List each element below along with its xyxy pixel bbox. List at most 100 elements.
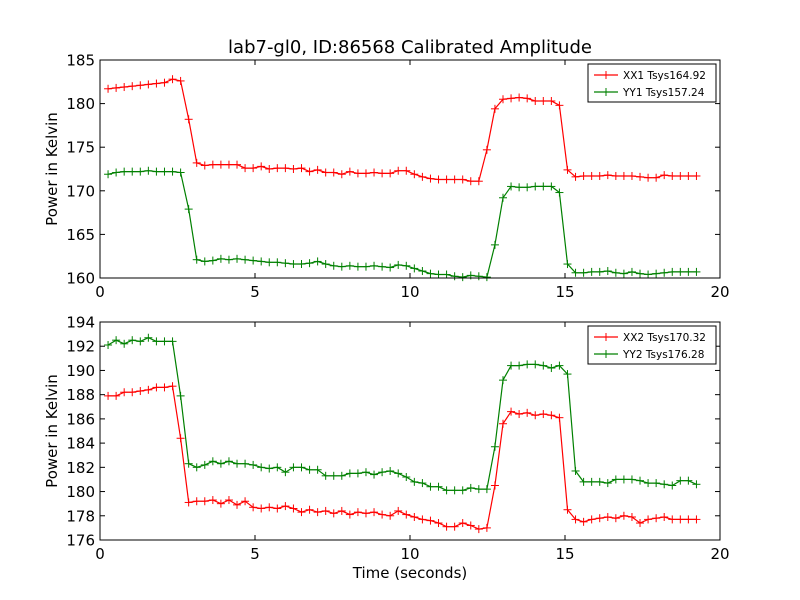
data-point xyxy=(136,167,145,176)
data-point xyxy=(337,170,346,179)
data-point xyxy=(418,479,427,488)
data-point xyxy=(168,382,177,391)
data-point xyxy=(426,516,435,525)
data-point xyxy=(136,337,145,346)
y-tick-label: 184 xyxy=(66,435,95,453)
data-point xyxy=(120,388,129,397)
data-point xyxy=(241,459,250,468)
data-point xyxy=(257,162,266,171)
data-point xyxy=(539,361,548,370)
data-point xyxy=(313,257,322,266)
data-point xyxy=(531,411,540,420)
data-point xyxy=(152,383,161,392)
data-point xyxy=(378,169,387,178)
data-point xyxy=(200,460,209,469)
y-tick-label: 180 xyxy=(66,483,95,501)
data-point xyxy=(627,267,636,276)
data-point xyxy=(644,173,653,182)
data-point xyxy=(611,475,620,484)
data-point xyxy=(394,260,403,269)
data-point xyxy=(313,508,322,517)
data-point xyxy=(329,261,338,270)
data-point xyxy=(241,164,250,173)
data-point xyxy=(378,510,387,519)
data-point xyxy=(426,482,435,491)
data-point xyxy=(394,469,403,478)
data-point xyxy=(160,78,169,87)
plot-area xyxy=(99,59,721,279)
data-point xyxy=(216,499,225,508)
data-point xyxy=(128,167,137,176)
data-point xyxy=(636,172,645,181)
data-point xyxy=(611,268,620,277)
data-point xyxy=(587,171,596,180)
data-point xyxy=(515,361,524,370)
data-point xyxy=(579,517,588,526)
data-point xyxy=(192,158,201,167)
data-point xyxy=(499,376,507,385)
series-xx1 xyxy=(104,75,701,186)
x-axis-label: Time (seconds) xyxy=(352,564,468,582)
data-point xyxy=(273,463,282,472)
data-point xyxy=(192,463,201,472)
data-point xyxy=(547,96,556,105)
legend-label: YY2 Tsys176.28 xyxy=(622,349,704,361)
data-point xyxy=(104,84,113,93)
data-point xyxy=(200,497,209,506)
data-point xyxy=(370,168,379,177)
y-tick-label: 160 xyxy=(66,270,95,288)
plot-area xyxy=(99,321,721,541)
data-point xyxy=(660,512,669,521)
data-point xyxy=(321,471,330,480)
data-point xyxy=(595,171,604,180)
data-point xyxy=(402,473,411,482)
x-tick-label: 20 xyxy=(710,545,729,563)
data-point xyxy=(523,408,532,417)
data-point xyxy=(458,175,467,184)
chart-title: lab7-gl0, ID:86568 Calibrated Amplitude xyxy=(228,37,592,58)
data-point xyxy=(136,81,145,90)
x-tick-label: 15 xyxy=(555,545,574,563)
data-point xyxy=(281,468,290,477)
data-point xyxy=(652,514,661,523)
data-point xyxy=(636,476,645,485)
y-tick-label: 180 xyxy=(66,95,95,113)
data-point xyxy=(627,475,636,484)
data-point xyxy=(265,503,274,512)
x-tick-label: 0 xyxy=(95,545,105,563)
data-point xyxy=(208,256,217,265)
x-tick-label: 10 xyxy=(400,283,419,301)
data-point xyxy=(216,459,225,468)
data-point xyxy=(305,465,314,474)
data-point xyxy=(402,166,411,175)
data-point xyxy=(595,514,604,523)
data-point xyxy=(370,508,379,517)
data-point xyxy=(482,145,491,154)
data-point xyxy=(361,509,370,518)
data-point xyxy=(450,522,459,531)
data-point xyxy=(160,337,169,346)
data-point xyxy=(450,175,459,184)
data-point xyxy=(184,498,193,507)
x-tick-label: 15 xyxy=(555,283,574,301)
y-tick-label: 175 xyxy=(66,139,95,157)
data-point xyxy=(458,486,467,495)
data-point xyxy=(499,419,507,428)
data-point xyxy=(571,515,580,524)
data-point xyxy=(410,477,419,486)
data-point xyxy=(603,512,612,521)
data-point xyxy=(474,525,483,534)
data-point xyxy=(378,468,387,477)
data-point xyxy=(184,205,193,214)
data-point xyxy=(378,262,387,271)
data-point xyxy=(160,383,169,392)
data-point xyxy=(353,508,362,517)
data-point xyxy=(353,469,362,478)
data-point xyxy=(523,360,532,369)
data-point xyxy=(233,500,242,509)
top-panel: 0 5 10 15 20 160 165 170 175 180 185 Power in Kelvi… xyxy=(43,52,730,302)
data-point xyxy=(636,519,645,528)
data-point xyxy=(603,267,612,276)
data-point xyxy=(224,457,233,466)
data-point xyxy=(515,93,524,102)
